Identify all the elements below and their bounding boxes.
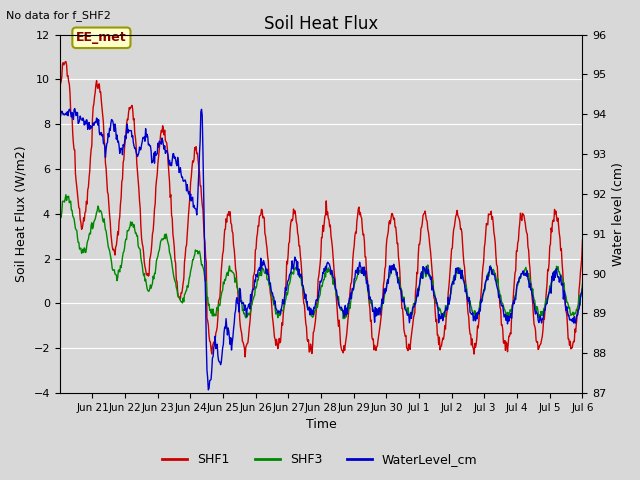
Text: No data for f_SHF2: No data for f_SHF2 — [6, 10, 111, 21]
Title: Soil Heat Flux: Soil Heat Flux — [264, 15, 378, 33]
Text: EE_met: EE_met — [76, 31, 127, 44]
Y-axis label: Water level (cm): Water level (cm) — [612, 162, 625, 266]
Legend: SHF1, SHF3, WaterLevel_cm: SHF1, SHF3, WaterLevel_cm — [157, 448, 483, 471]
Y-axis label: Soil Heat Flux (W/m2): Soil Heat Flux (W/m2) — [15, 145, 28, 282]
X-axis label: Time: Time — [306, 419, 337, 432]
